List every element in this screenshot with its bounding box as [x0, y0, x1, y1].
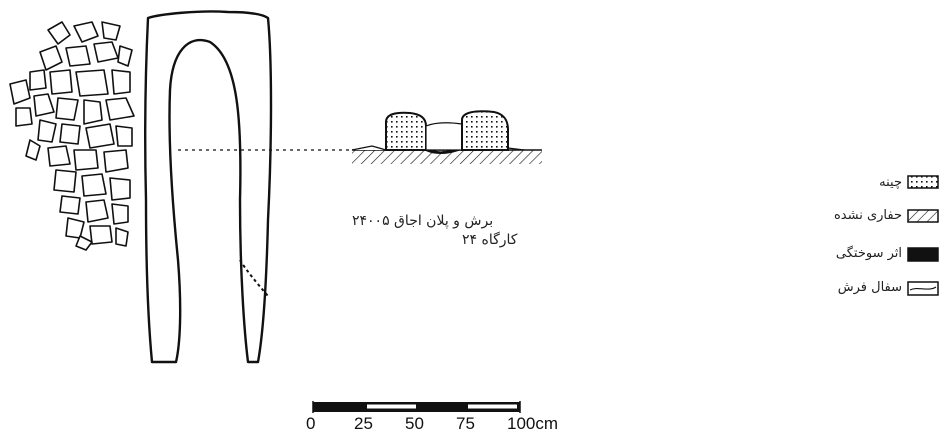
scale-tick-25: 25: [354, 414, 373, 433]
legend-symbols: [907, 175, 939, 296]
legend-label-burnt: اثر سوختگی: [835, 246, 902, 261]
scale-bar: [312, 401, 521, 413]
legend-label-stone: چینه: [879, 175, 902, 190]
legend-label-pottery-floor: سفال فرش: [837, 280, 902, 295]
scale-tick-50: 50: [405, 414, 424, 433]
scale-tick-75: 75: [456, 414, 475, 433]
legend-stone-symbol: [907, 175, 939, 189]
stone-rubble: [9, 21, 135, 251]
caption-title: برش و پلان اجاق ۲۴۰۰۵: [352, 213, 494, 229]
scale-tick-0: 0: [306, 414, 316, 433]
legend-burnt-symbol: [907, 247, 939, 262]
scale-tick-100cm: 100cm: [507, 414, 559, 433]
legend-unexcavated-symbol: [907, 209, 939, 223]
legend-label-unexcavated: حفاری نشده: [833, 208, 902, 223]
caption-workshop: کارگاه ۲۴: [462, 232, 518, 248]
hearth-section: [351, 110, 542, 164]
hearth-plan: [143, 10, 273, 364]
